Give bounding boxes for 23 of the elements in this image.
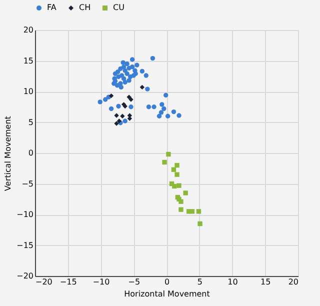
x-tick-label: 5 — [197, 278, 202, 286]
y-tick-label: 10 — [23, 87, 34, 96]
x-tick-label: −15 — [60, 278, 77, 286]
x-tick-label: 15 — [260, 278, 271, 286]
y-tick-label: 0 — [28, 148, 34, 158]
x-tick-label: 0 — [164, 278, 170, 286]
x-tick-label: −20 — [36, 278, 52, 286]
legend-label: FA — [47, 3, 57, 12]
x-tick-label: 20 — [288, 278, 298, 286]
y-tick-label: −20 — [16, 272, 34, 280]
x-tick-label: −10 — [92, 278, 110, 286]
x-tick-label: −5 — [128, 278, 140, 286]
legend-label: CH — [79, 3, 91, 12]
y-tick-label: 15 — [23, 56, 34, 66]
legend-label: CU — [113, 3, 125, 12]
y-axis-title: Vertical Movement — [4, 116, 13, 191]
y-tick-label: −15 — [16, 240, 34, 250]
y-tick-label: 20 — [23, 26, 34, 34]
x-tick-label: 10 — [228, 278, 238, 286]
x-axis-title: Horizontal Movement — [124, 290, 210, 298]
y-tick-label: −5 — [22, 179, 34, 188]
y-tick-label: −10 — [16, 210, 34, 219]
y-tick-label: 5 — [28, 118, 34, 127]
